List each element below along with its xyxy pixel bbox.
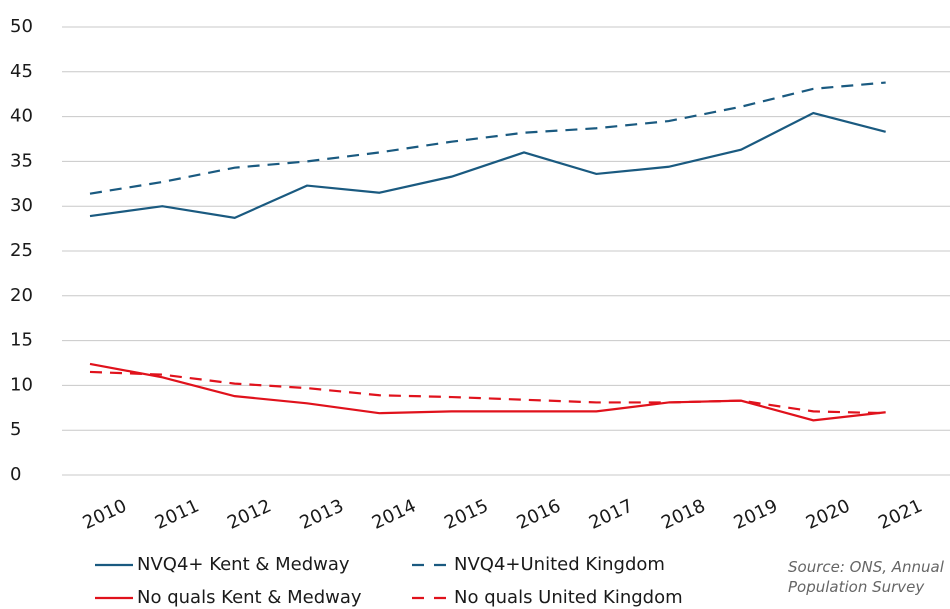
y-tick-label: 30 xyxy=(10,195,33,216)
legend-label: NVQ4+United Kingdom xyxy=(454,554,665,575)
x-tick-label: 2013 xyxy=(297,495,347,533)
y-tick-label: 50 xyxy=(10,16,33,37)
x-tick-label: 2019 xyxy=(731,495,781,533)
x-tick-label: 2015 xyxy=(441,495,491,533)
series-line xyxy=(89,111,886,219)
x-tick-label: 2017 xyxy=(586,495,636,533)
y-tick-label: 15 xyxy=(10,330,33,351)
legend-label: No quals Kent & Medway xyxy=(137,587,362,608)
y-tick-label: 35 xyxy=(10,150,33,171)
x-tick-label: 2012 xyxy=(224,495,274,533)
y-tick-label: 40 xyxy=(10,106,33,127)
y-tick-label: 5 xyxy=(10,419,21,440)
y-tick-label: 0 xyxy=(10,464,21,485)
y-tick-label: 45 xyxy=(10,61,33,82)
legend-label: NVQ4+ Kent & Medway xyxy=(137,554,350,575)
series-line xyxy=(89,362,886,422)
y-tick-label: 20 xyxy=(10,285,33,306)
source-note: Source: ONS, Annual Population Survey xyxy=(788,558,944,596)
x-tick-label: 2011 xyxy=(152,495,202,533)
y-tick-label: 25 xyxy=(10,240,33,261)
x-tick-label: 2018 xyxy=(658,495,708,533)
y-tick-label: 10 xyxy=(10,374,33,395)
x-tick-label: 2020 xyxy=(803,495,853,533)
series-line xyxy=(89,370,886,415)
x-tick-label: 2014 xyxy=(369,495,419,533)
series-line xyxy=(89,81,886,195)
legend-label: No quals United Kingdom xyxy=(454,587,683,608)
x-tick-label: 2021 xyxy=(875,495,925,533)
x-tick-label: 2010 xyxy=(80,495,130,533)
x-tick-label: 2016 xyxy=(514,495,564,533)
